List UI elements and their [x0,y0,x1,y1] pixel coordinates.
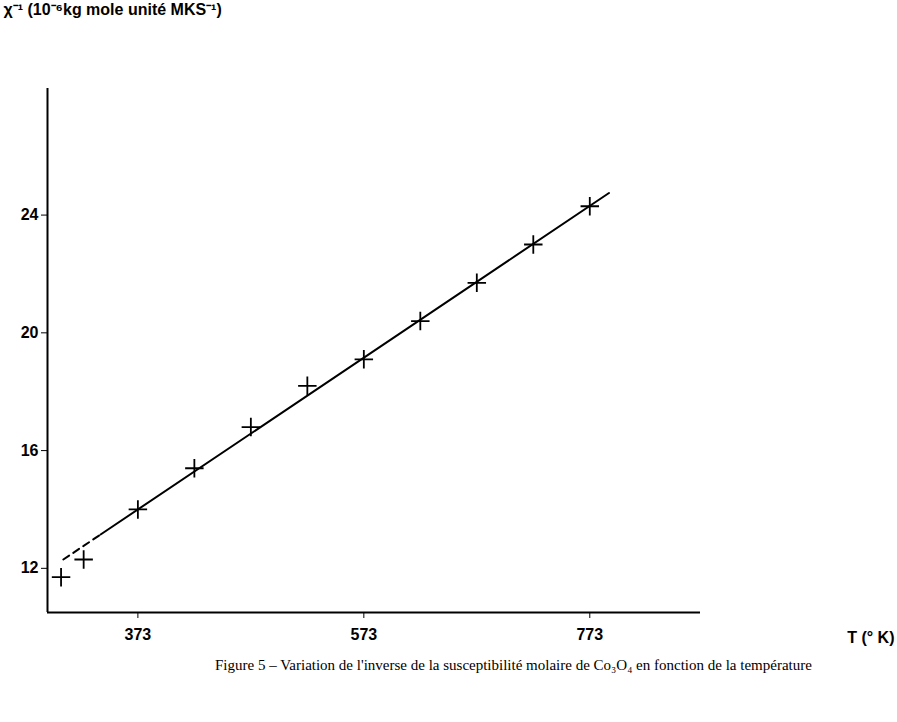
html-text:Figure 5 – Variation de l'inve: Figure 5 – Variation de l'inverse de la … [215,657,812,673]
svg-text:573: 573 [350,626,377,643]
svg-text:20: 20 [21,324,39,341]
svg-text:12: 12 [21,559,39,576]
svg-text:24: 24 [21,206,39,223]
svg-text:773: 773 [576,626,603,643]
svg-text:16: 16 [21,442,39,459]
svg-text:T (° K): T (° K) [847,629,894,646]
svg-text:373: 373 [125,626,152,643]
svg-text:χ⁻¹ (10⁻⁶kg mole unité MKS⁻¹): χ⁻¹ (10⁻⁶kg mole unité MKS⁻¹) [4,1,222,18]
